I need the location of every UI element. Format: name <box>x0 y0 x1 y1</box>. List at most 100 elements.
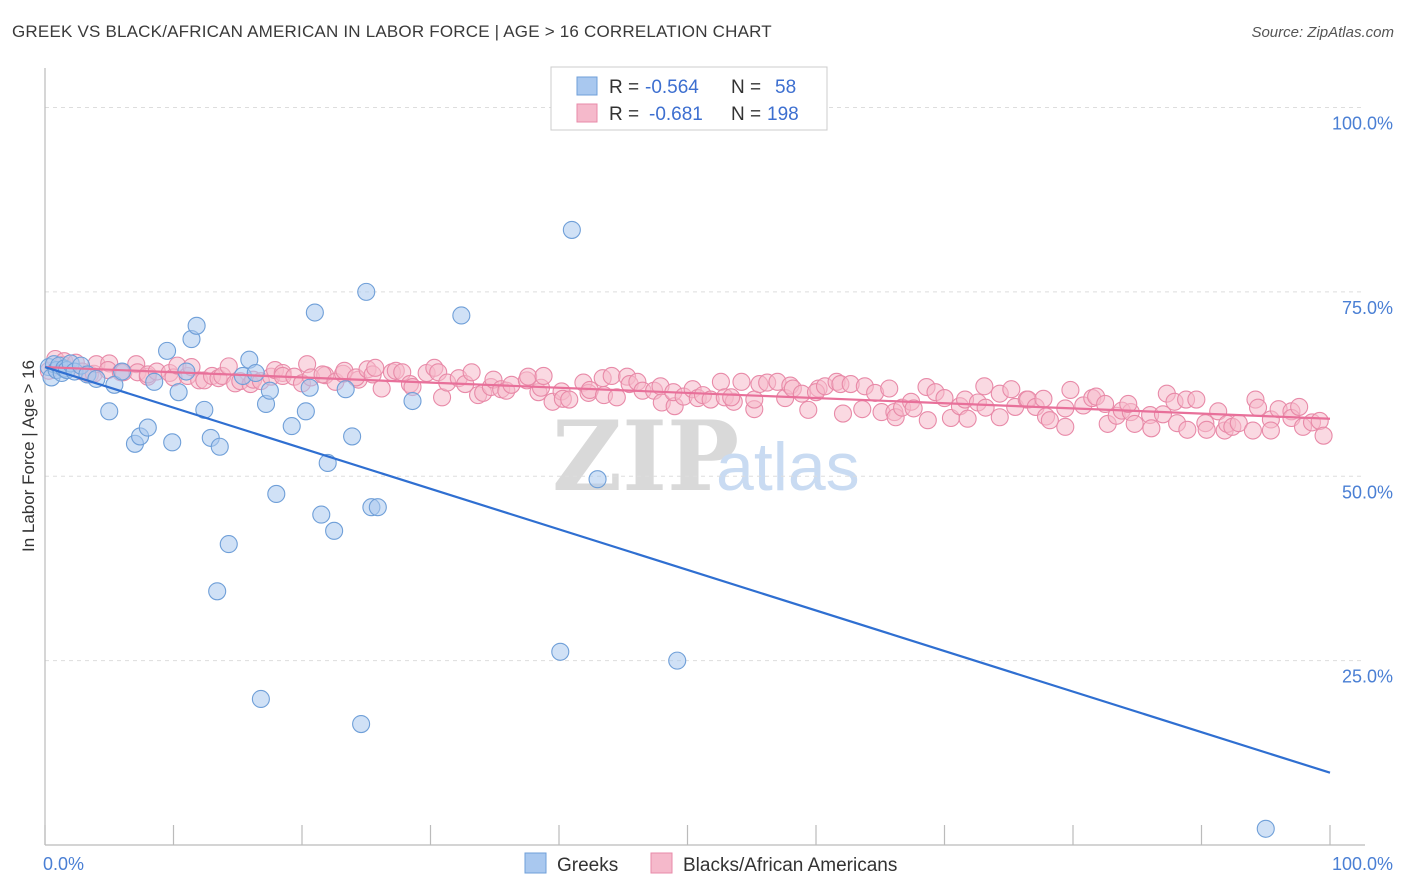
black-data-point <box>918 411 937 430</box>
black-data-point <box>1002 380 1021 399</box>
watermark-atlas: atlas <box>716 429 860 505</box>
greek-data-point <box>452 306 471 325</box>
greek-data-point <box>187 316 206 335</box>
black-data-point <box>372 379 391 398</box>
y-tick-label: 100.0% <box>1332 114 1393 134</box>
greek-data-point <box>312 505 331 524</box>
black-data-point <box>534 366 553 386</box>
greek-data-point <box>1256 819 1275 838</box>
black-data-point <box>1314 426 1333 445</box>
black-data-point <box>990 408 1009 427</box>
black-data-point <box>1153 405 1172 424</box>
legend-r-value-1: -0.564 <box>645 77 699 98</box>
black-data-point <box>1096 394 1115 414</box>
greek-data-point <box>588 470 607 489</box>
black-data-point <box>975 377 994 396</box>
greek-data-point <box>208 582 227 601</box>
series-greek-points <box>39 220 1275 838</box>
greek-data-point <box>668 651 687 670</box>
y-tick-label: 75.0% <box>1342 298 1393 318</box>
legend-n-value-1: 58 <box>775 77 796 98</box>
greek-data-point <box>246 363 265 383</box>
black-data-point <box>1119 394 1138 414</box>
legend-swatch-greek <box>576 76 598 96</box>
bottom-legend-label-black: Blacks/African Americans <box>683 855 897 876</box>
greek-data-point <box>145 372 164 391</box>
greek-data-point <box>343 427 362 446</box>
legend-r-value-2: -0.681 <box>649 104 703 125</box>
grid-lines <box>45 107 1365 662</box>
black-data-point <box>880 379 899 398</box>
black-data-point <box>833 404 853 423</box>
y-tick-label: 50.0% <box>1342 482 1393 502</box>
black-data-point <box>462 363 481 382</box>
greek-data-point <box>305 303 324 322</box>
legend-n-value-2: 198 <box>767 104 799 125</box>
trend-line-black <box>44 366 1331 420</box>
black-data-point <box>1261 421 1280 440</box>
greek-data-point <box>336 380 355 399</box>
black-data-point <box>958 409 977 428</box>
greek-data-point <box>105 375 124 394</box>
black-data-point <box>1187 390 1206 409</box>
black-data-point <box>607 388 626 407</box>
black-data-point <box>1125 414 1144 433</box>
greek-data-point <box>368 498 387 517</box>
greek-data-point <box>169 383 188 402</box>
greek-data-point <box>163 433 182 452</box>
greek-data-point <box>403 391 422 411</box>
bottom-legend-swatch-black <box>650 852 673 874</box>
black-data-point <box>711 372 730 391</box>
greek-data-point <box>296 402 315 421</box>
y-tick-label: 25.0% <box>1342 667 1393 687</box>
bottom-legend-swatch-greek <box>524 852 547 874</box>
black-data-point <box>560 390 579 409</box>
black-data-point <box>976 398 995 417</box>
chart-title: GREEK VS BLACK/AFRICAN AMERICAN IN LABOR… <box>12 22 772 41</box>
black-data-point <box>1209 402 1228 421</box>
legend-swatch-black <box>576 103 598 123</box>
black-data-point <box>799 400 818 419</box>
bottom-legend-label-greek: Greeks <box>557 855 618 876</box>
greek-data-point <box>210 437 229 456</box>
legend-r-label-1: R = <box>609 77 639 98</box>
black-data-point <box>1061 380 1080 400</box>
black-data-point <box>1034 389 1053 408</box>
greek-data-point <box>551 642 570 661</box>
greek-data-point <box>325 521 344 540</box>
black-data-point <box>722 388 741 407</box>
x-tick-label-min: 0.0% <box>43 854 84 874</box>
black-data-point <box>1243 421 1262 440</box>
x-tick-label-max: 100.0% <box>1332 854 1393 874</box>
black-data-point <box>1197 420 1216 439</box>
black-data-point <box>732 372 751 391</box>
black-data-point <box>1290 397 1309 416</box>
greek-data-point <box>219 535 238 554</box>
black-data-point <box>1040 411 1059 430</box>
black-data-point <box>602 366 621 386</box>
black-data-point <box>366 358 385 377</box>
watermark: ZIP atlas <box>552 400 860 513</box>
black-data-point <box>904 399 923 418</box>
greek-data-point <box>260 381 279 400</box>
x-axis-ticks <box>44 825 1331 845</box>
y-tick-labels: 25.0% 50.0% 75.0% 100.0% <box>1332 114 1393 687</box>
greek-data-point <box>100 402 119 421</box>
source-credit: Source: ZipAtlas.com <box>1251 24 1394 41</box>
greek-data-point <box>282 417 301 436</box>
legend-n-label-1: N = <box>731 77 761 98</box>
stats-legend: R = -0.564 N = 58 R = -0.681 N = 198 <box>550 66 828 131</box>
legend-r-label-2: R = <box>609 104 639 125</box>
greek-data-point <box>357 282 376 301</box>
black-data-point <box>1142 419 1161 438</box>
greek-data-point <box>267 484 286 504</box>
legend-n-label-2: N = <box>731 104 761 125</box>
watermark-zip: ZIP <box>552 400 739 513</box>
black-data-point <box>853 400 872 419</box>
trend-line-greek <box>44 366 1331 774</box>
greek-data-point <box>300 378 319 397</box>
greek-data-point <box>562 220 581 239</box>
greek-data-point <box>158 341 177 360</box>
greek-data-point <box>138 418 157 437</box>
